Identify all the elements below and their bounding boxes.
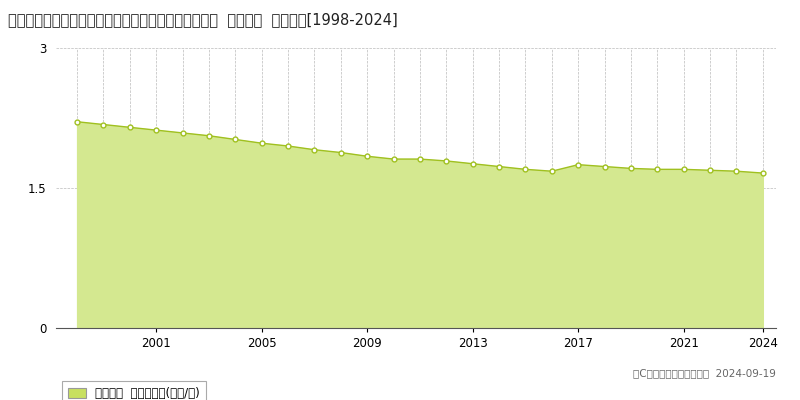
Legend: 基準地価  平均坪単価(万円/坪): 基準地価 平均坪単価(万円/坪) [62,381,206,400]
Text: 福島県河沼郡柳津町大字細八字根柄巻乙１３８番３３  基準地価  地価推移[1998-2024]: 福島県河沼郡柳津町大字細八字根柄巻乙１３８番３３ 基準地価 地価推移[1998-… [8,12,398,27]
Text: （C）土地価格ドットコム  2024-09-19: （C）土地価格ドットコム 2024-09-19 [633,368,776,378]
